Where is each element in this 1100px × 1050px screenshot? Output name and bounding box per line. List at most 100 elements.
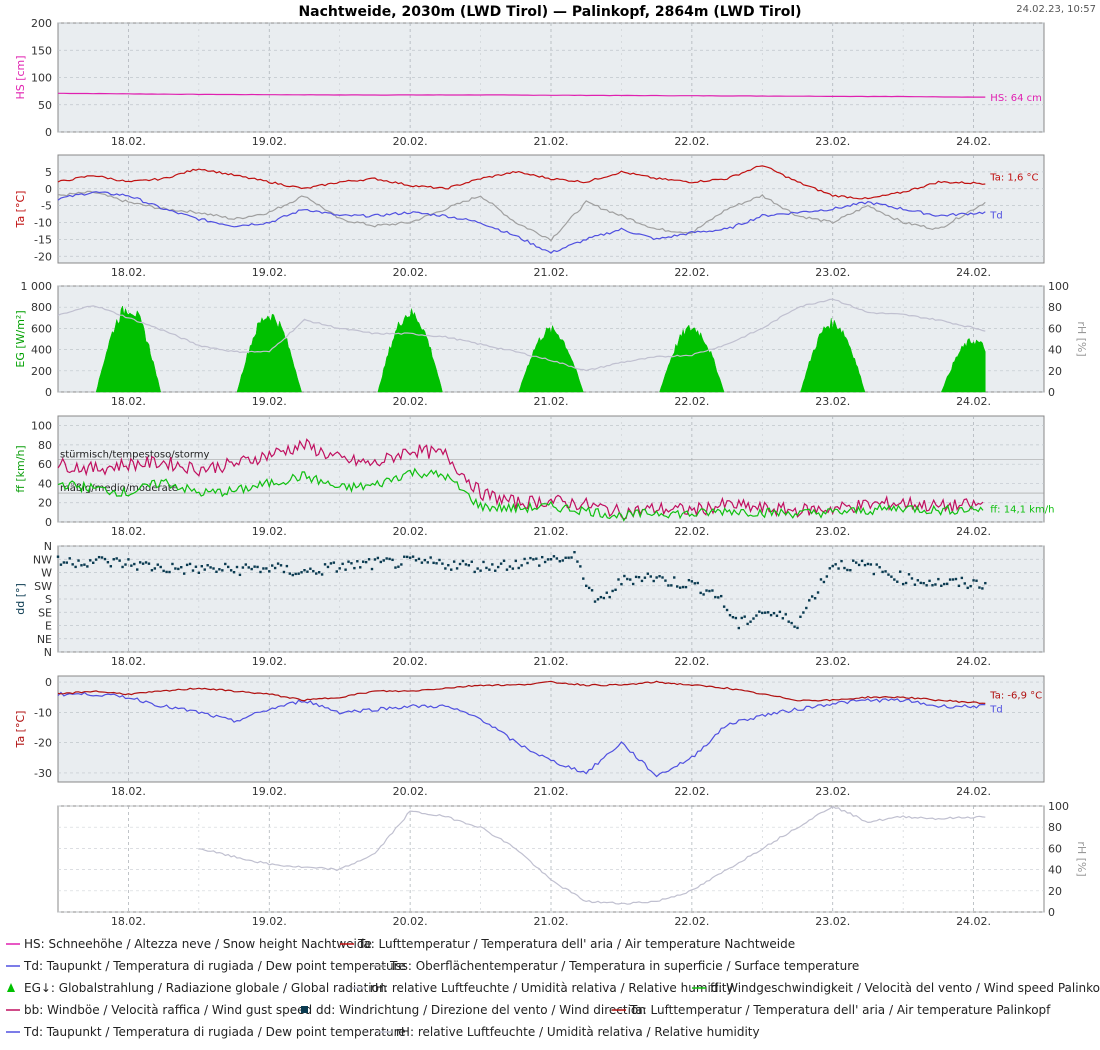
direction-point	[317, 571, 321, 574]
direction-point	[667, 584, 670, 587]
legend-item: rH: relative Luftfeuchte / Umidità relat…	[378, 1025, 760, 1039]
radiation-peak	[95, 305, 162, 393]
direction-point	[350, 562, 353, 565]
x-tick-label: 21.02.	[534, 525, 569, 538]
y2-tick-label: 60	[1048, 322, 1062, 335]
direction-point	[746, 622, 749, 626]
direction-point	[224, 562, 227, 566]
direction-point	[250, 567, 253, 571]
direction-point	[546, 558, 550, 561]
y-tick-label: 0	[45, 183, 52, 196]
direction-point	[535, 557, 538, 560]
direction-point	[177, 567, 180, 571]
x-tick-label: 18.02.	[111, 915, 146, 928]
direction-point	[209, 566, 212, 569]
direction-point	[564, 556, 567, 559]
legend-swatch	[301, 1006, 308, 1013]
direction-point	[121, 565, 124, 569]
x-tick-label: 23.02.	[815, 135, 850, 148]
direction-point	[957, 584, 961, 588]
direction-point	[86, 565, 89, 568]
y-tick-label: -10	[34, 217, 52, 230]
direction-point	[831, 564, 834, 568]
direction-point	[943, 582, 946, 586]
direction-point	[191, 569, 195, 572]
td-value-label: Td	[989, 210, 1002, 221]
direction-point	[720, 594, 723, 598]
direction-point	[221, 569, 224, 572]
legend-label: Td: Taupunkt / Temperatura di rugiada / …	[23, 1025, 406, 1039]
direction-point	[793, 625, 796, 628]
plot-area	[57, 675, 1045, 783]
direction-point	[802, 611, 805, 614]
series-ff	[57, 467, 984, 522]
y-axis-label: Ta [°C]	[14, 191, 27, 229]
y-tick-label: 800	[31, 301, 52, 314]
direction-point	[602, 596, 606, 600]
y2-tick-label: 0	[1048, 906, 1055, 919]
y-tick-label: SW	[34, 580, 52, 593]
x-tick-label: 22.02.	[674, 525, 709, 538]
direction-point	[778, 610, 782, 614]
legend-label: Ta: Lufttemperatur / Temperatura dell' a…	[629, 1003, 1051, 1017]
direction-point	[499, 562, 503, 565]
direction-point	[690, 580, 694, 583]
direction-point	[623, 574, 626, 578]
direction-point	[103, 557, 107, 561]
y2-tick-label: 60	[1048, 842, 1062, 855]
direction-point	[297, 572, 300, 575]
direction-point	[711, 589, 714, 592]
legend-item: EG↓: Globalstrahlung / Radiazione global…	[7, 981, 387, 995]
direction-point	[147, 562, 151, 565]
radiation-peak	[518, 324, 584, 393]
direction-point	[62, 561, 66, 564]
y-tick-label: 80	[38, 439, 52, 452]
direction-point	[634, 575, 638, 579]
x-tick-label: 19.02.	[252, 525, 287, 538]
direction-point	[975, 579, 978, 582]
direction-point	[256, 565, 259, 569]
series-hs	[58, 92, 986, 98]
y-tick-label: W	[41, 567, 52, 580]
direction-point	[65, 561, 69, 564]
direction-point	[658, 575, 661, 578]
direction-point	[640, 579, 644, 583]
direction-point	[526, 561, 529, 565]
series-td-palinkopf	[57, 691, 986, 778]
direction-point	[364, 560, 368, 564]
direction-point	[934, 583, 937, 586]
legend-label: Tss: Oberflächentemperatur / Temperatura…	[389, 959, 859, 973]
direction-point	[538, 564, 541, 567]
direction-point	[769, 613, 773, 617]
direction-point	[846, 568, 849, 572]
direction-point	[417, 557, 421, 561]
direction-point	[502, 559, 506, 563]
threshold-label: stürmisch/tempestoso/stormy	[60, 449, 210, 460]
chart-title: Nachtweide, 2030m (LWD Tirol) — Palinkop…	[298, 4, 801, 20]
direction-point	[94, 558, 98, 561]
y-tick-label: -10	[34, 706, 52, 719]
x-tick-label: 22.02.	[674, 785, 709, 798]
direction-point	[482, 560, 485, 564]
direction-point	[675, 585, 679, 588]
y2-tick-label: 20	[1048, 365, 1062, 378]
direction-point	[488, 568, 491, 571]
direction-point	[872, 572, 875, 576]
direction-point	[552, 555, 556, 558]
direction-point	[857, 563, 861, 567]
direction-point	[540, 555, 544, 559]
direction-point	[629, 578, 632, 581]
legend-item: bb: Windböe / Velocità raffica / Wind gu…	[6, 1003, 312, 1017]
direction-point	[772, 611, 776, 615]
direction-point	[805, 606, 808, 610]
x-tick-label: 20.02.	[393, 266, 428, 279]
x-tick-label: 22.02.	[674, 655, 709, 668]
direction-point	[652, 579, 655, 583]
legend-item: Ta: Lufttemperatur / Temperatura dell' a…	[340, 937, 795, 951]
y-tick-label: S	[45, 593, 52, 606]
direction-point	[863, 563, 867, 567]
direction-point	[397, 565, 400, 568]
series-tss	[57, 190, 986, 242]
series-rh	[57, 298, 986, 372]
y-tick-label: N	[44, 646, 52, 659]
